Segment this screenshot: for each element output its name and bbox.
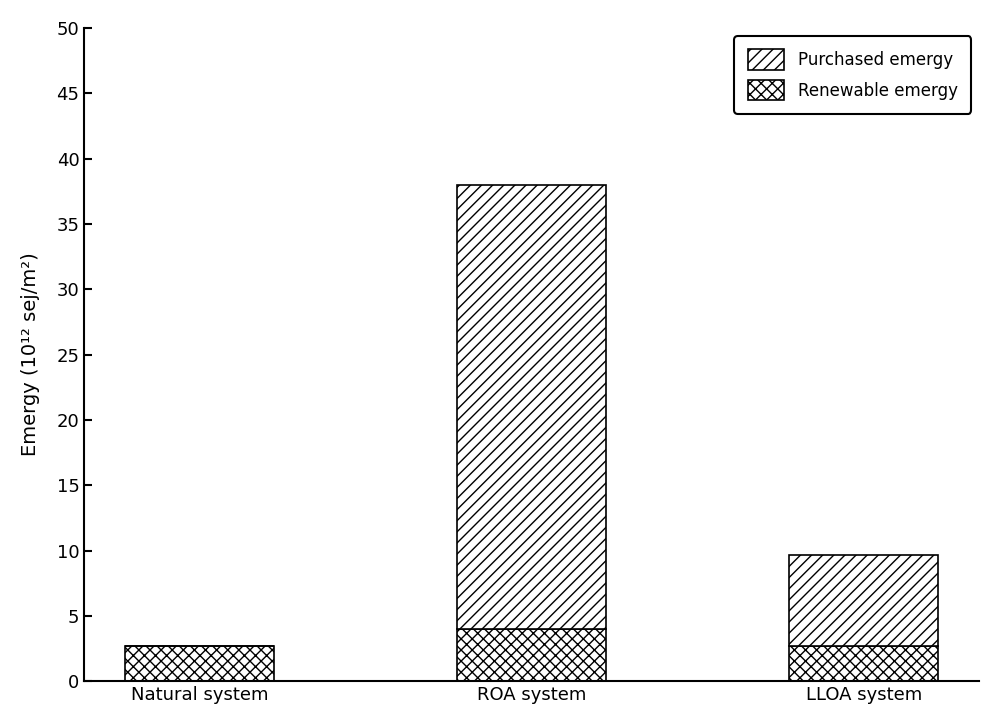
Bar	[789, 555, 938, 646]
Legend: Purchased emergy, Renewable emergy: Purchased emergy, Renewable emergy	[734, 36, 971, 114]
Y-axis label: Emergy (10¹² sej/m²): Emergy (10¹² sej/m²)	[21, 253, 40, 457]
Bar	[457, 629, 606, 681]
Bar	[789, 646, 938, 682]
Bar	[125, 646, 274, 682]
Bar	[457, 185, 606, 629]
